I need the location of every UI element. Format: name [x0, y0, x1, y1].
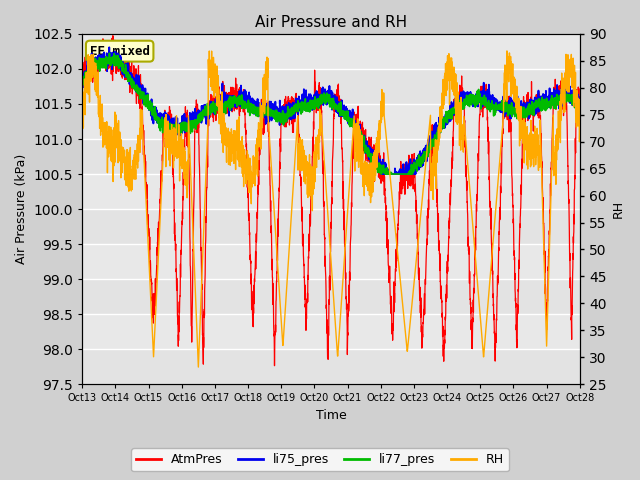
X-axis label: Time: Time — [316, 409, 346, 422]
Y-axis label: RH: RH — [612, 200, 625, 218]
Bar — [82, 69, 580, 104]
Text: EE_mixed: EE_mixed — [90, 45, 150, 58]
Bar — [82, 279, 580, 314]
Bar — [82, 349, 580, 384]
Bar — [82, 209, 580, 244]
Y-axis label: Air Pressure (kPa): Air Pressure (kPa) — [15, 154, 28, 264]
Title: Air Pressure and RH: Air Pressure and RH — [255, 15, 407, 30]
Legend: AtmPres, li75_pres, li77_pres, RH: AtmPres, li75_pres, li77_pres, RH — [131, 448, 509, 471]
Bar — [82, 139, 580, 174]
